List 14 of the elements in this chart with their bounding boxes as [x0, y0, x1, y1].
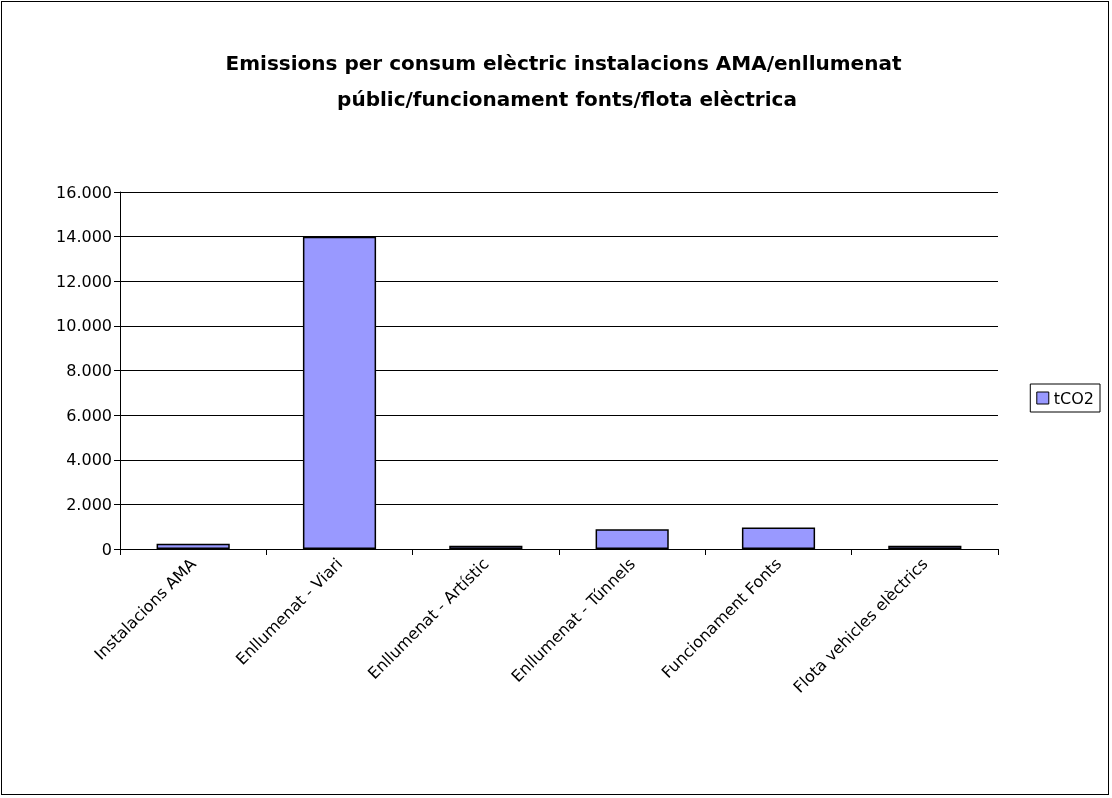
y-tick-label: 0 [101, 539, 112, 559]
bar [156, 543, 230, 549]
y-tick-label: 8.000 [66, 361, 112, 380]
y-tick-label: 16.000 [56, 182, 112, 202]
bar [595, 529, 669, 549]
y-tick-label: 4.000 [66, 450, 112, 470]
legend-label: tCO2 [1053, 388, 1094, 408]
chart-title: Emissions per consum elèctric instalacions AMA/enllumenat públic/funcionament fonts/flota elèctrica [225, 51, 909, 111]
y-tick-label: 6.000 [66, 405, 112, 425]
y-tick-label: 2.000 [66, 494, 112, 514]
y-tick-label: 10.000 [56, 316, 112, 336]
bar [741, 527, 816, 549]
y-tick-label: 14.000 [56, 227, 112, 247]
y-tick-label: 12.000 [56, 271, 112, 291]
